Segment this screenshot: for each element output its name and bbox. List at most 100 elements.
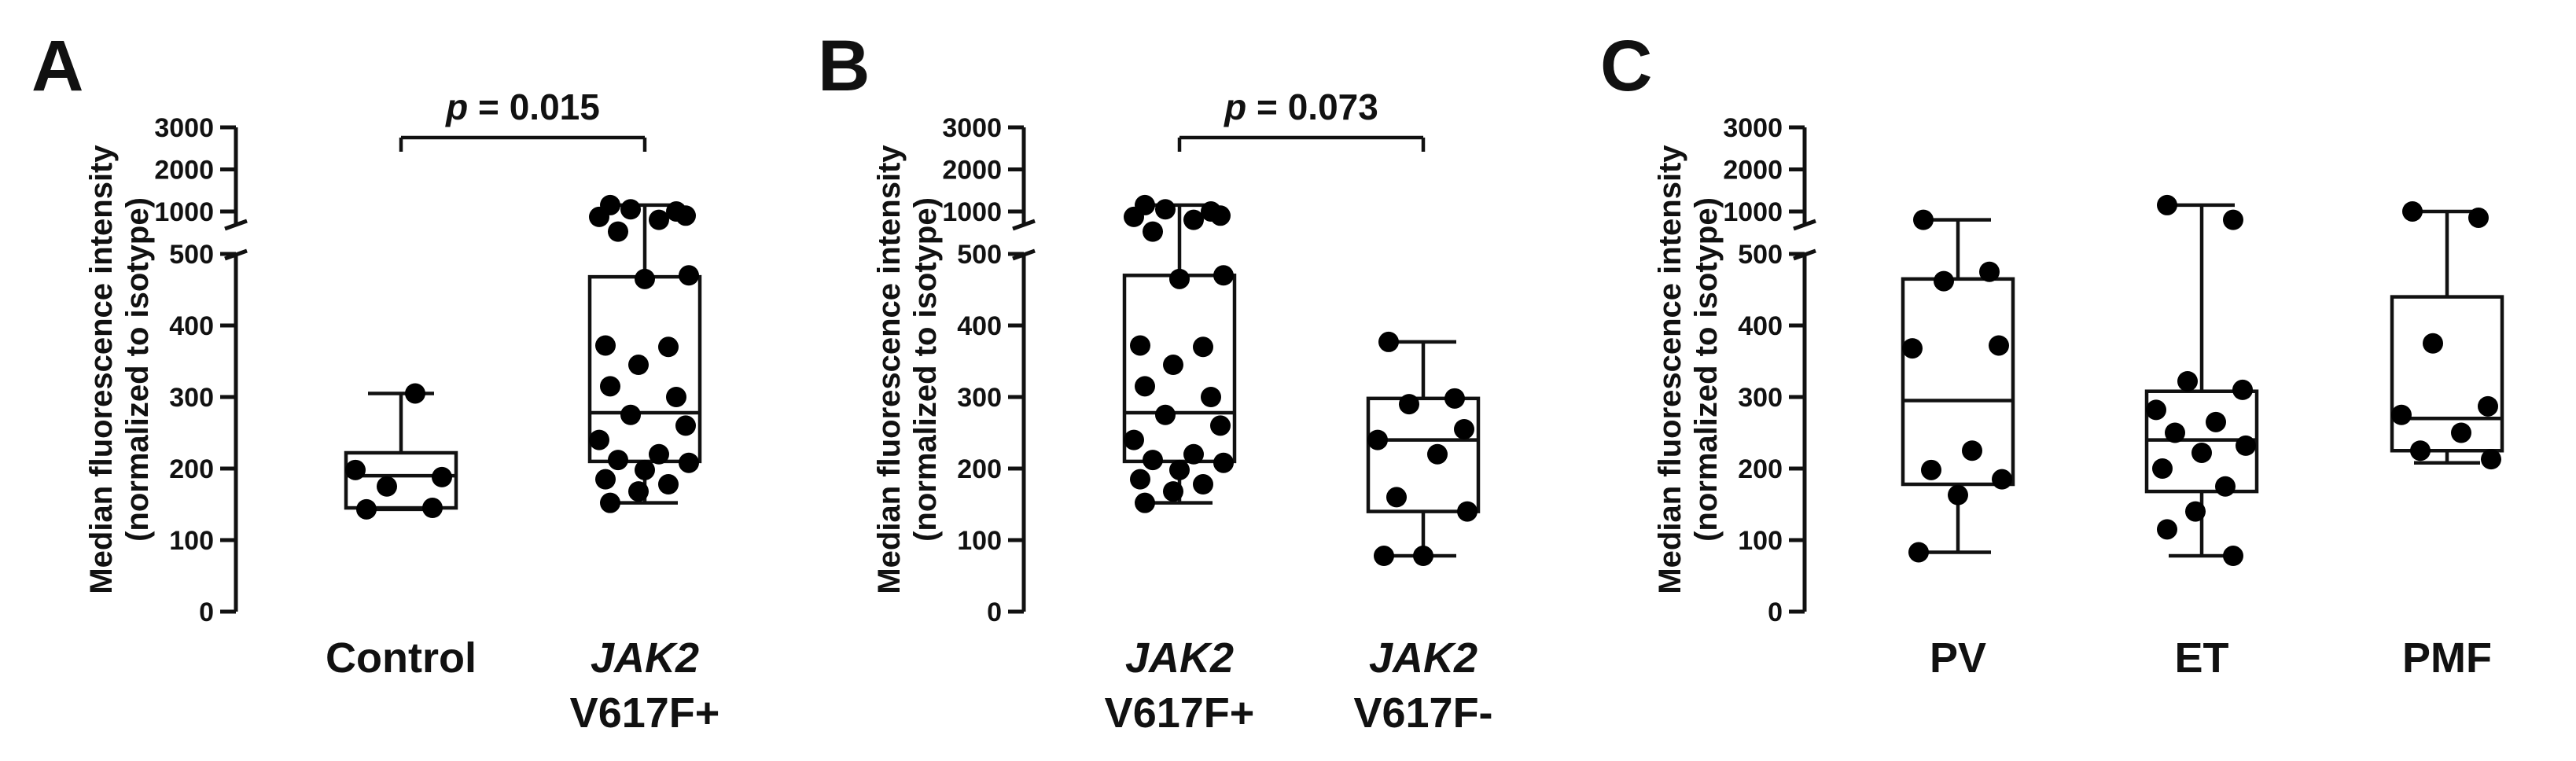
data-point — [405, 383, 425, 404]
data-point — [1213, 452, 1234, 473]
data-point — [1169, 268, 1190, 289]
data-point — [1130, 335, 1150, 356]
y-tick-label: 0 — [199, 597, 214, 627]
data-point — [600, 376, 620, 397]
y-tick-label: 400 — [1738, 311, 1783, 341]
data-point — [1399, 394, 1419, 415]
data-point — [1989, 335, 2009, 356]
data-point — [679, 452, 699, 473]
data-point — [2165, 422, 2185, 443]
y-axis-label: Median fluorescence intensity — [84, 145, 119, 594]
data-point — [2423, 333, 2443, 354]
y-axis-label-line2: (normalized to isotype) — [120, 197, 155, 542]
data-point — [377, 476, 397, 497]
data-point — [595, 469, 616, 490]
data-point — [1124, 429, 1144, 450]
y-tick-label: 300 — [1738, 383, 1783, 413]
data-point — [1193, 474, 1213, 495]
y-axis-label: Median fluorescence intensity — [1653, 145, 1687, 594]
y-tick-label: 300 — [169, 383, 214, 413]
data-point — [675, 205, 696, 226]
data-point — [2402, 200, 2423, 222]
data-point — [2481, 449, 2501, 470]
data-point — [1367, 429, 1388, 450]
data-point — [589, 429, 609, 450]
data-point — [628, 481, 649, 502]
box — [1901, 277, 2015, 487]
data-point — [2157, 194, 2177, 215]
data-point — [1427, 443, 1448, 465]
data-point — [620, 404, 641, 425]
y-tick-label: 1000 — [942, 197, 1002, 227]
data-point — [628, 355, 649, 376]
chart-panel-c: C Median fluorescence intensity (normalize… — [1600, 26, 2504, 682]
data-point — [2451, 422, 2471, 443]
x-category-label: PV — [1930, 634, 1986, 682]
data-point — [1908, 542, 1929, 563]
p-value-label: p = 0.015 — [444, 86, 600, 127]
data-point — [666, 387, 686, 407]
data-point — [600, 492, 620, 513]
data-point — [1378, 331, 1399, 352]
y-tick-label: 400 — [169, 311, 214, 341]
y-tick-label: 2000 — [1723, 155, 1783, 185]
box-group — [2390, 200, 2504, 470]
data-point — [1135, 492, 1155, 513]
y-axis-label-line2: (normalized to isotype) — [908, 197, 943, 542]
y-tick-label: 0 — [987, 597, 1002, 627]
axis-break-mark — [1012, 219, 1036, 231]
data-point — [356, 498, 377, 520]
x-category-label-line2: V617F+ — [1105, 689, 1255, 737]
data-point — [1135, 376, 1155, 397]
y-tick-label: 500 — [169, 240, 214, 270]
data-point — [1163, 481, 1183, 502]
data-point — [2223, 209, 2243, 230]
data-point — [635, 459, 655, 480]
data-point — [1992, 469, 2012, 490]
data-point — [1921, 459, 1941, 480]
y-tick-label: 3000 — [942, 113, 1002, 143]
y-tick-label: 2000 — [942, 155, 1002, 185]
data-point — [432, 466, 452, 487]
y-tick-label: 200 — [957, 454, 1002, 484]
data-point — [1386, 487, 1407, 508]
data-point — [1155, 199, 1176, 220]
box-group — [1122, 194, 1237, 513]
data-point — [1155, 404, 1176, 425]
data-point — [1183, 443, 1204, 465]
y-tick-label: 400 — [957, 311, 1002, 341]
data-point — [1902, 338, 1923, 359]
data-point — [608, 450, 628, 471]
data-point — [1143, 221, 1163, 242]
p-value-label: p = 0.073 — [1223, 86, 1378, 127]
data-point — [1124, 206, 1144, 227]
data-point — [1979, 261, 2000, 282]
data-point — [1934, 270, 1954, 292]
y-tick-label: 200 — [169, 454, 214, 484]
data-point — [1913, 209, 1934, 230]
y-tick-label: 300 — [957, 383, 1002, 413]
y-tick-label: 3000 — [154, 113, 214, 143]
y-tick-label: 100 — [169, 526, 214, 556]
x-category-label: JAK2 — [1125, 634, 1234, 682]
data-point — [595, 335, 616, 356]
data-point — [2468, 207, 2489, 228]
data-point — [2478, 395, 2498, 417]
panel-label: C — [1600, 26, 1652, 106]
data-point — [2185, 501, 2206, 522]
data-point — [345, 459, 366, 480]
panel-label: B — [818, 26, 870, 106]
data-point — [2223, 546, 2243, 567]
data-point — [2191, 442, 2212, 463]
data-point — [635, 268, 655, 289]
x-category-label: PMF — [2402, 634, 2492, 682]
data-point — [2215, 476, 2236, 497]
data-point — [675, 415, 696, 436]
x-category-label: JAK2 — [591, 634, 699, 682]
data-point — [1210, 415, 1231, 436]
box-group — [344, 383, 458, 520]
data-point — [679, 265, 699, 286]
data-point — [649, 209, 669, 230]
data-point — [1948, 484, 1968, 505]
y-tick-label: 200 — [1738, 454, 1783, 484]
